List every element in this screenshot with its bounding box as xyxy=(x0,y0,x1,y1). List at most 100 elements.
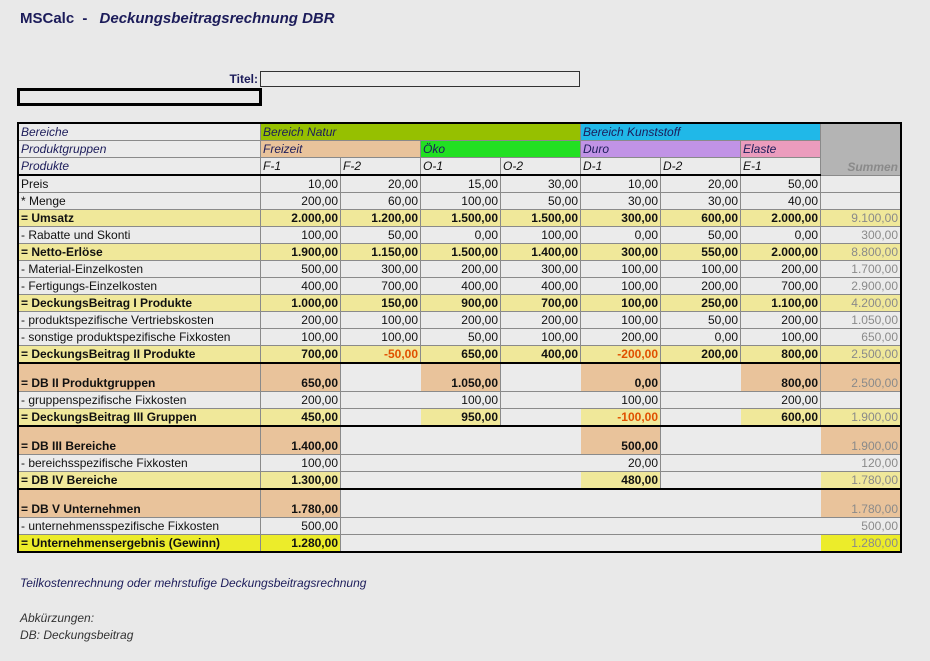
cell-e1[interactable]: 2.000,00 xyxy=(740,209,821,227)
cell-d1[interactable] xyxy=(580,517,661,535)
cell-d2[interactable] xyxy=(660,534,741,553)
cell-f2[interactable] xyxy=(340,517,421,535)
gruppe-freizeit[interactable]: Freizeit xyxy=(260,140,421,158)
cell-f1[interactable]: 10,00 xyxy=(260,174,341,193)
cell-f1[interactable]: 1.780,00 xyxy=(260,488,341,518)
produkt-e1[interactable]: E-1 xyxy=(740,157,821,176)
cell-o1[interactable]: 650,00 xyxy=(420,345,501,364)
cell-d1[interactable]: 300,00 xyxy=(580,209,661,227)
cell-f2[interactable] xyxy=(340,391,421,409)
cell-o1[interactable]: 50,00 xyxy=(420,328,501,346)
cell-f2[interactable]: 700,00 xyxy=(340,277,421,295)
cell-o1[interactable]: 0,00 xyxy=(420,226,501,244)
cell-f1[interactable]: 1.000,00 xyxy=(260,294,341,312)
cell-e1[interactable]: 700,00 xyxy=(740,277,821,295)
cell-f1[interactable]: 100,00 xyxy=(260,328,341,346)
gruppe-oeko[interactable]: Öko xyxy=(420,140,581,158)
cell-f2[interactable] xyxy=(340,534,421,553)
cell-o2[interactable] xyxy=(500,471,581,490)
cell-o1[interactable]: 1.050,00 xyxy=(420,362,501,392)
cell-o1[interactable] xyxy=(420,534,501,553)
produkt-f1[interactable]: F-1 xyxy=(260,157,341,176)
cell-f2[interactable]: 100,00 xyxy=(340,311,421,329)
cell-summe[interactable]: 1.780,00 xyxy=(820,488,902,518)
cell-d1[interactable] xyxy=(580,534,661,553)
cell-o2[interactable]: 400,00 xyxy=(500,277,581,295)
cell-o2[interactable]: 30,00 xyxy=(500,174,581,193)
cell-f2[interactable]: 150,00 xyxy=(340,294,421,312)
cell-o1[interactable] xyxy=(420,488,501,518)
row-label[interactable]: - Rabatte und Skonti xyxy=(17,226,261,244)
cell-o2[interactable] xyxy=(500,425,581,455)
row-label[interactable]: - unternehmensspezifische Fixkosten xyxy=(17,517,261,535)
cell-d1[interactable]: 100,00 xyxy=(580,311,661,329)
cell-f2[interactable]: 60,00 xyxy=(340,192,421,210)
cell-f2[interactable] xyxy=(340,488,421,518)
cell-o1[interactable]: 1.500,00 xyxy=(420,209,501,227)
cell-d2[interactable] xyxy=(660,488,741,518)
row-label[interactable]: * Menge xyxy=(17,192,261,210)
cell-e1[interactable] xyxy=(740,488,821,518)
cell-f1[interactable]: 500,00 xyxy=(260,260,341,278)
row-label[interactable]: = Netto-Erlöse xyxy=(17,243,261,261)
cell-f2[interactable]: 100,00 xyxy=(340,328,421,346)
cell-e1[interactable]: 200,00 xyxy=(740,260,821,278)
cell-o2[interactable]: 400,00 xyxy=(500,345,581,364)
cell-d2[interactable]: 50,00 xyxy=(660,311,741,329)
gruppe-elaste[interactable]: Elaste xyxy=(740,140,821,158)
cell-f2[interactable] xyxy=(340,362,421,392)
cell-o1[interactable]: 1.500,00 xyxy=(420,243,501,261)
cell-summe[interactable]: 1.900,00 xyxy=(820,425,902,455)
row-label[interactable]: = Unternehmensergebnis (Gewinn) xyxy=(17,534,261,553)
cell-e1[interactable] xyxy=(740,425,821,455)
cell-e1[interactable] xyxy=(740,534,821,553)
cell-e1[interactable]: 200,00 xyxy=(740,391,821,409)
cell-d1[interactable]: 100,00 xyxy=(580,391,661,409)
selected-cell[interactable] xyxy=(17,88,262,106)
cell-e1[interactable]: 40,00 xyxy=(740,192,821,210)
cell-d2[interactable] xyxy=(660,471,741,490)
row-label[interactable]: - bereichsspezifische Fixkosten xyxy=(17,454,261,472)
cell-o1[interactable] xyxy=(420,517,501,535)
row-label[interactable]: Preis xyxy=(17,174,261,193)
cell-d2[interactable] xyxy=(660,362,741,392)
cell-o2[interactable]: 50,00 xyxy=(500,192,581,210)
row-label[interactable]: = Umsatz xyxy=(17,209,261,227)
produkt-o2[interactable]: O-2 xyxy=(500,157,581,176)
row-label[interactable]: = DB II Produktgruppen xyxy=(17,362,261,392)
cell-o2[interactable] xyxy=(500,454,581,472)
cell-f1[interactable]: 400,00 xyxy=(260,277,341,295)
cell-f1[interactable]: 1.400,00 xyxy=(260,425,341,455)
row-label[interactable]: = DB IV Bereiche xyxy=(17,471,261,490)
cell-o2[interactable]: 100,00 xyxy=(500,328,581,346)
cell-o1[interactable]: 400,00 xyxy=(420,277,501,295)
cell-o1[interactable] xyxy=(420,471,501,490)
cell-summe[interactable]: 120,00 xyxy=(820,454,902,472)
bereich-kunststoff[interactable]: Bereich Kunststoff xyxy=(580,122,821,141)
cell-o2[interactable] xyxy=(500,534,581,553)
cell-f1[interactable]: 500,00 xyxy=(260,517,341,535)
cell-o2[interactable] xyxy=(500,488,581,518)
cell-f1[interactable]: 200,00 xyxy=(260,192,341,210)
cell-e1[interactable]: 0,00 xyxy=(740,226,821,244)
cell-f2[interactable] xyxy=(340,425,421,455)
cell-summe[interactable] xyxy=(820,192,902,210)
cell-e1[interactable]: 800,00 xyxy=(740,345,821,364)
cell-d2[interactable]: 100,00 xyxy=(660,260,741,278)
cell-d1[interactable]: 100,00 xyxy=(580,294,661,312)
cell-d1[interactable]: 0,00 xyxy=(580,362,661,392)
cell-f1[interactable]: 650,00 xyxy=(260,362,341,392)
cell-d2[interactable]: 550,00 xyxy=(660,243,741,261)
cell-summe[interactable]: 500,00 xyxy=(820,517,902,535)
cell-f2[interactable] xyxy=(340,471,421,490)
cell-d1[interactable] xyxy=(580,488,661,518)
cell-o1[interactable]: 100,00 xyxy=(420,391,501,409)
cell-o1[interactable]: 950,00 xyxy=(420,408,501,427)
row-label[interactable]: = DB III Bereiche xyxy=(17,425,261,455)
cell-o2[interactable]: 1.400,00 xyxy=(500,243,581,261)
cell-d2[interactable]: 0,00 xyxy=(660,328,741,346)
cell-o2[interactable]: 300,00 xyxy=(500,260,581,278)
cell-o2[interactable] xyxy=(500,408,581,427)
cell-e1[interactable]: 200,00 xyxy=(740,311,821,329)
cell-d1[interactable]: 10,00 xyxy=(580,174,661,193)
